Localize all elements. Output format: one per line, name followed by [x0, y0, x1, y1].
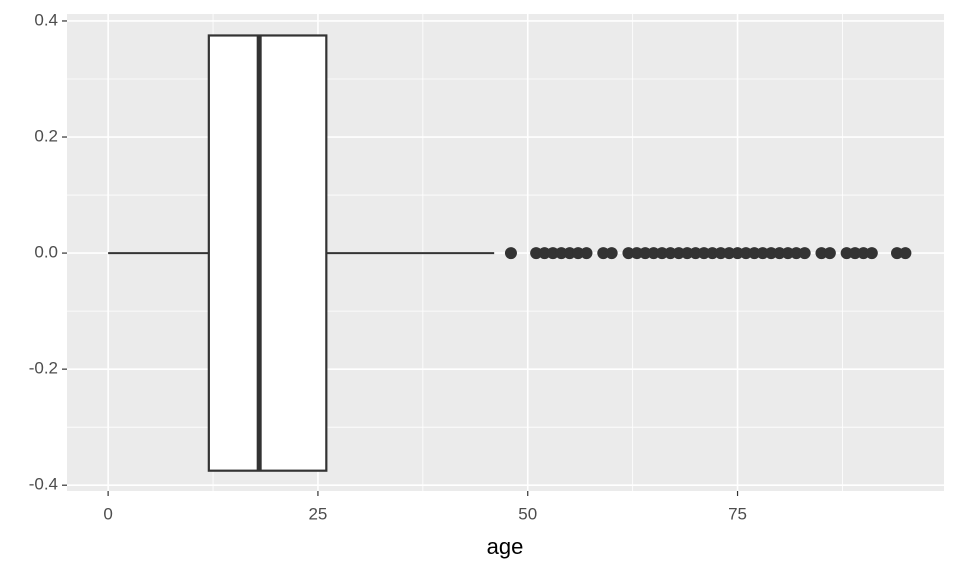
x-tick-label: 0 [103, 504, 112, 523]
outlier [731, 247, 744, 260]
outlier [504, 247, 517, 260]
outlier [597, 247, 610, 260]
outlier [798, 247, 811, 260]
outlier [706, 247, 719, 260]
outlier [530, 247, 543, 260]
y-tick-label: -0.4 [29, 475, 58, 494]
outlier [580, 247, 593, 260]
outlier [739, 247, 752, 260]
box [207, 34, 328, 472]
outlier [656, 247, 669, 260]
outlier [672, 247, 685, 260]
x-tick-label: 25 [308, 504, 327, 523]
y-tick-label: 0.2 [34, 127, 58, 146]
outlier [555, 247, 568, 260]
outlier [538, 247, 551, 260]
outlier [865, 247, 878, 260]
x-tick-label: 75 [728, 504, 747, 523]
x-axis-label: age [487, 534, 524, 559]
outlier [639, 247, 652, 260]
outlier [781, 247, 794, 260]
outlier [664, 247, 677, 260]
outlier [563, 247, 576, 260]
outlier [647, 247, 660, 260]
y-tick-label: 0.4 [34, 10, 58, 29]
y-tick-label: 0.0 [34, 243, 58, 262]
outlier [546, 247, 559, 260]
marks [108, 34, 912, 472]
outlier [723, 247, 736, 260]
outlier [605, 247, 618, 260]
outlier [790, 247, 803, 260]
outlier [773, 247, 786, 260]
outlier [689, 247, 702, 260]
outlier [765, 247, 778, 260]
outlier [756, 247, 769, 260]
outlier [572, 247, 585, 260]
outlier [899, 247, 912, 260]
y-tick-label: -0.2 [29, 359, 58, 378]
outlier [697, 247, 710, 260]
outlier [714, 247, 727, 260]
outlier [815, 247, 828, 260]
outlier [681, 247, 694, 260]
outlier [891, 247, 904, 260]
outlier [630, 247, 643, 260]
x-tick-label: 50 [518, 504, 537, 523]
outlier [748, 247, 761, 260]
outlier [849, 247, 862, 260]
outlier [823, 247, 836, 260]
outlier [840, 247, 853, 260]
outlier [857, 247, 870, 260]
outlier [622, 247, 635, 260]
